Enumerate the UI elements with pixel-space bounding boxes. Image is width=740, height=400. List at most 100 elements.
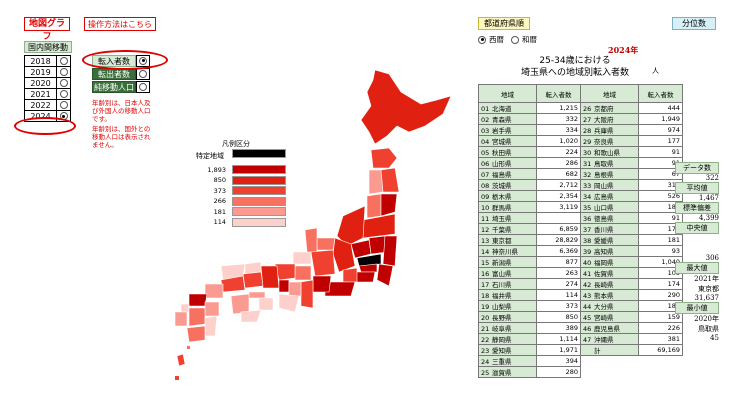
table-row: 25 滋賀県 280 (478, 366, 683, 378)
year-radio-2021[interactable] (59, 90, 68, 98)
map-region-hyogo[interactable] (260, 265, 280, 289)
map-region-saga[interactable] (180, 303, 190, 313)
map-region-kanagawa[interactable] (354, 271, 376, 283)
table-row: 11 埼玉県 36 徳島県 91 (478, 212, 683, 224)
region-cell: 30 和歌山県 (580, 146, 639, 158)
table-row: 02 青森県 332 27 大阪府 1,949 (478, 113, 683, 125)
map-region-kagoshima[interactable] (186, 325, 206, 343)
region-name: 福島県 (492, 171, 512, 179)
year-radio-2022[interactable] (59, 101, 68, 109)
map-region-kochi[interactable] (240, 309, 262, 323)
count-cell: 373 (536, 300, 581, 312)
map-region-kagawa[interactable] (248, 291, 266, 299)
year-radio-2018[interactable] (59, 57, 68, 65)
quantile-button[interactable]: 分位数 (672, 17, 716, 30)
map-region-shiga[interactable] (294, 265, 312, 281)
map-region-toyama[interactable] (316, 237, 336, 251)
region-name: 岡山県 (594, 182, 614, 190)
region-name: 栃木県 (492, 193, 512, 201)
domestic-move-label: 国内間移動 (24, 41, 72, 53)
map-region-fukuoka[interactable] (188, 293, 208, 307)
map-region-nara[interactable] (288, 281, 302, 297)
map-region-okayama[interactable] (242, 271, 264, 289)
radio-japanese[interactable] (511, 35, 519, 44)
how-to-button[interactable]: 操作方法はこちら (84, 17, 156, 31)
map-region-miyazaki[interactable] (204, 315, 218, 337)
map-region-ehime[interactable] (230, 293, 250, 315)
table-row: 07 福島県 682 32 島根県 67 (478, 168, 683, 180)
table-row: 12 千葉県 6,859 37 香川県 175 (478, 223, 683, 235)
empty-cell (638, 366, 683, 378)
year-row[interactable]: 2021 (24, 88, 71, 100)
region-code: 38 (583, 237, 592, 245)
region-code: 39 (583, 248, 592, 256)
region-name: 佐賀県 (594, 270, 614, 278)
map-region-ishikawa[interactable] (304, 227, 318, 255)
map-region-mie[interactable] (300, 279, 314, 309)
max-label: 最大値 (675, 262, 719, 274)
count-cell: 177 (638, 135, 683, 147)
map-region-tokyo[interactable] (358, 263, 378, 273)
region-code: 23 (481, 347, 490, 355)
map-graph-button[interactable]: 地図グラフ (24, 17, 70, 42)
empty-cell (638, 355, 683, 367)
map-region-oita[interactable] (204, 301, 220, 317)
legend-label: 266 (213, 197, 226, 205)
map-region-aomori[interactable] (370, 147, 398, 169)
map-region-kumamoto[interactable] (188, 307, 206, 327)
map-region-aichi[interactable] (312, 275, 332, 293)
map-region-yamagata[interactable] (366, 193, 382, 219)
move-type-radio-outflow[interactable] (139, 69, 147, 78)
table-row: 21 岐阜県 389 46 鹿児島県 226 (478, 322, 683, 334)
move-type-radio-net[interactable] (139, 82, 147, 91)
region-cell: 32 島根県 (580, 168, 639, 180)
region-code: 33 (583, 182, 592, 190)
table-row: 01 北海道 1,215 26 京都府 444 (478, 102, 683, 114)
region-cell: 45 宮崎県 (580, 311, 639, 323)
map-region-niigata[interactable] (336, 205, 366, 247)
mean-value: 1,467 (698, 194, 719, 202)
map-region-akita[interactable] (368, 169, 384, 195)
region-cell: 15 新潟県 (478, 256, 537, 268)
map-region-hokkaido[interactable] (360, 69, 452, 145)
map-region-tokushima[interactable] (258, 297, 274, 311)
map-region-gifu[interactable] (310, 249, 336, 277)
map-region-miyagi[interactable] (380, 193, 398, 217)
map-region-osaka[interactable] (278, 279, 290, 293)
std-value: 4,399 (698, 214, 719, 222)
region-name: 茨城県 (492, 182, 512, 190)
map-region-iwate[interactable] (380, 167, 400, 193)
region-cell: 24 三重県 (478, 355, 537, 367)
year-radio-2019[interactable] (59, 68, 68, 76)
count-cell: 2,712 (536, 179, 581, 191)
region-cell: 33 岡山県 (580, 179, 639, 191)
radio-western[interactable] (478, 35, 486, 44)
year-row[interactable]: 2020 (24, 77, 71, 89)
map-region-wakayama[interactable] (278, 293, 300, 313)
pref-order-button[interactable]: 都道府県順 (478, 17, 530, 30)
move-type-net[interactable]: 純移動人口 (92, 81, 136, 93)
region-cell: 13 東京都 (478, 234, 537, 246)
region-cell: 09 栃木県 (478, 190, 537, 202)
map-region-fukui[interactable] (292, 251, 312, 265)
region-cell: 16 富山県 (478, 267, 537, 279)
region-code: 43 (583, 292, 592, 300)
table-row: 19 山梨県 373 44 大分県 181 (478, 300, 683, 312)
map-region-chiba[interactable] (376, 263, 394, 287)
region-cell: 34 広島県 (580, 190, 639, 202)
region-name: 岩手県 (492, 127, 512, 135)
year-row[interactable]: 2019 (24, 66, 71, 78)
year-label: 2018 (24, 55, 57, 67)
map-region-ibaraki[interactable] (382, 235, 398, 267)
year-row[interactable]: 2018 (24, 55, 71, 67)
map-region-yamaguchi[interactable] (204, 283, 224, 299)
map-region-yamanashi[interactable] (342, 267, 358, 283)
map-region-nagasaki[interactable] (175, 311, 188, 327)
region-name: 熊本県 (594, 292, 614, 300)
year-label: 2021 (24, 88, 57, 100)
move-type-row[interactable]: 純移動人口 (92, 81, 150, 93)
year-selector: 2018 2019 2020 2021 2022 2024 (24, 55, 71, 122)
year-radio-2020[interactable] (59, 79, 68, 87)
map-region-okinawa[interactable] (176, 353, 186, 367)
year-row[interactable]: 2022 (24, 99, 71, 111)
